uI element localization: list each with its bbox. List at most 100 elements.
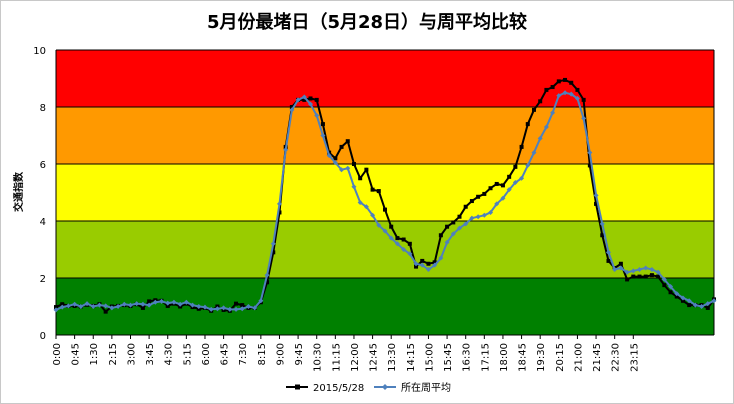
series-2-point [643, 265, 649, 271]
x-tick-label: 8:15 [257, 343, 268, 365]
y-tick-label: 2 [40, 274, 46, 285]
series-1-point [457, 214, 462, 219]
series-1-point [500, 183, 505, 188]
series-2-point [345, 165, 351, 171]
y-axis-label: 交通指数 [12, 171, 25, 212]
series-1-point [240, 303, 245, 308]
series-2-point [165, 300, 171, 306]
series-1-point [60, 302, 65, 307]
series-2-point [630, 268, 636, 274]
series-2-point [239, 306, 245, 312]
series-1-point [289, 105, 294, 109]
series-1-point [569, 80, 574, 85]
series-2-point [252, 305, 258, 311]
series-1-point [339, 144, 344, 149]
series-2-point [276, 201, 282, 207]
series-2-point [413, 261, 419, 267]
series-1-point [358, 176, 363, 181]
series-1-point [432, 260, 437, 265]
series-1-point [277, 210, 282, 215]
series-1-point [445, 224, 450, 229]
series-1-point [538, 99, 543, 104]
series-2-point [624, 269, 630, 275]
series-1-point [563, 77, 568, 82]
series-1-point [314, 97, 319, 102]
series-1-point [631, 274, 636, 279]
series-2-point [438, 255, 444, 261]
series-2-point [221, 305, 227, 311]
series-1-point [625, 277, 630, 282]
series-2-point [208, 306, 214, 312]
series-2-point [72, 301, 78, 307]
series-2-point [562, 90, 568, 96]
series-1-point [594, 201, 599, 206]
series-1-point [525, 122, 530, 127]
series-1-point [587, 163, 592, 168]
series-2-point [655, 269, 661, 275]
series-2-point [65, 303, 71, 309]
x-tick-label: 7:30 [238, 343, 249, 365]
series-2-point [152, 299, 158, 305]
series-2-point [351, 184, 357, 190]
series-1-point [488, 186, 493, 191]
series-2-point [115, 304, 121, 309]
series-2-point [388, 235, 394, 241]
series-1-point [271, 250, 276, 255]
x-tick-label: 22:30 [611, 343, 622, 372]
series-1-point [600, 233, 605, 238]
series-1-point [351, 162, 356, 166]
series-1-point [680, 298, 685, 303]
x-tick-label: 6:45 [220, 343, 231, 365]
series-2-point [692, 302, 698, 308]
series-2-point [84, 301, 90, 307]
series-1-point [507, 174, 512, 179]
series-2-point [593, 192, 599, 198]
series-2-point [519, 175, 525, 181]
series-1-point [649, 273, 654, 278]
x-tick-label: 13:30 [387, 343, 398, 372]
series-2-point [543, 124, 549, 130]
series-1-point [656, 274, 661, 279]
series-2-point [475, 214, 481, 220]
series-2-point [686, 298, 692, 304]
legend-label-1: 2015/5/28 [313, 383, 364, 394]
series-2-point [103, 303, 109, 309]
series-2-point [308, 101, 314, 107]
x-tick-label: 6:00 [201, 343, 212, 365]
series-layer [53, 77, 717, 314]
series-1-point [302, 97, 307, 102]
series-1-point [531, 107, 536, 112]
series-2-point [419, 262, 425, 268]
y-tick-label: 6 [40, 160, 46, 171]
series-2-point [599, 221, 605, 227]
x-tick-label: 19:30 [536, 343, 547, 372]
series-1-point [320, 122, 325, 127]
series-2-point [649, 266, 655, 272]
x-tick-label: 4:30 [164, 343, 175, 365]
x-tick-label: 3:00 [126, 343, 137, 365]
series-2-point [134, 301, 140, 307]
band-4 [56, 50, 714, 107]
series-1-point [687, 303, 692, 308]
series-2-point [339, 167, 345, 173]
series-2-point [463, 221, 469, 227]
series-2-point [444, 239, 450, 245]
x-tick-label: 0:00 [52, 343, 63, 365]
series-2-point [314, 113, 320, 119]
series-2-point [450, 231, 456, 237]
y-tick-label: 4 [40, 217, 46, 228]
series-1-point [618, 261, 623, 266]
series-2-point [581, 115, 587, 121]
series-2-point [637, 266, 643, 272]
x-tick-label: 5:15 [182, 343, 193, 365]
series-1-point [345, 139, 350, 144]
series-2-point [270, 241, 276, 247]
y-tick-label: 8 [40, 103, 46, 114]
series-1-point [414, 264, 419, 269]
x-tick-label: 2:15 [108, 343, 119, 365]
x-tick-label: 17:15 [480, 343, 491, 372]
series-2-point [227, 306, 233, 312]
series-1-point [476, 194, 481, 199]
series-2-point [568, 91, 574, 97]
